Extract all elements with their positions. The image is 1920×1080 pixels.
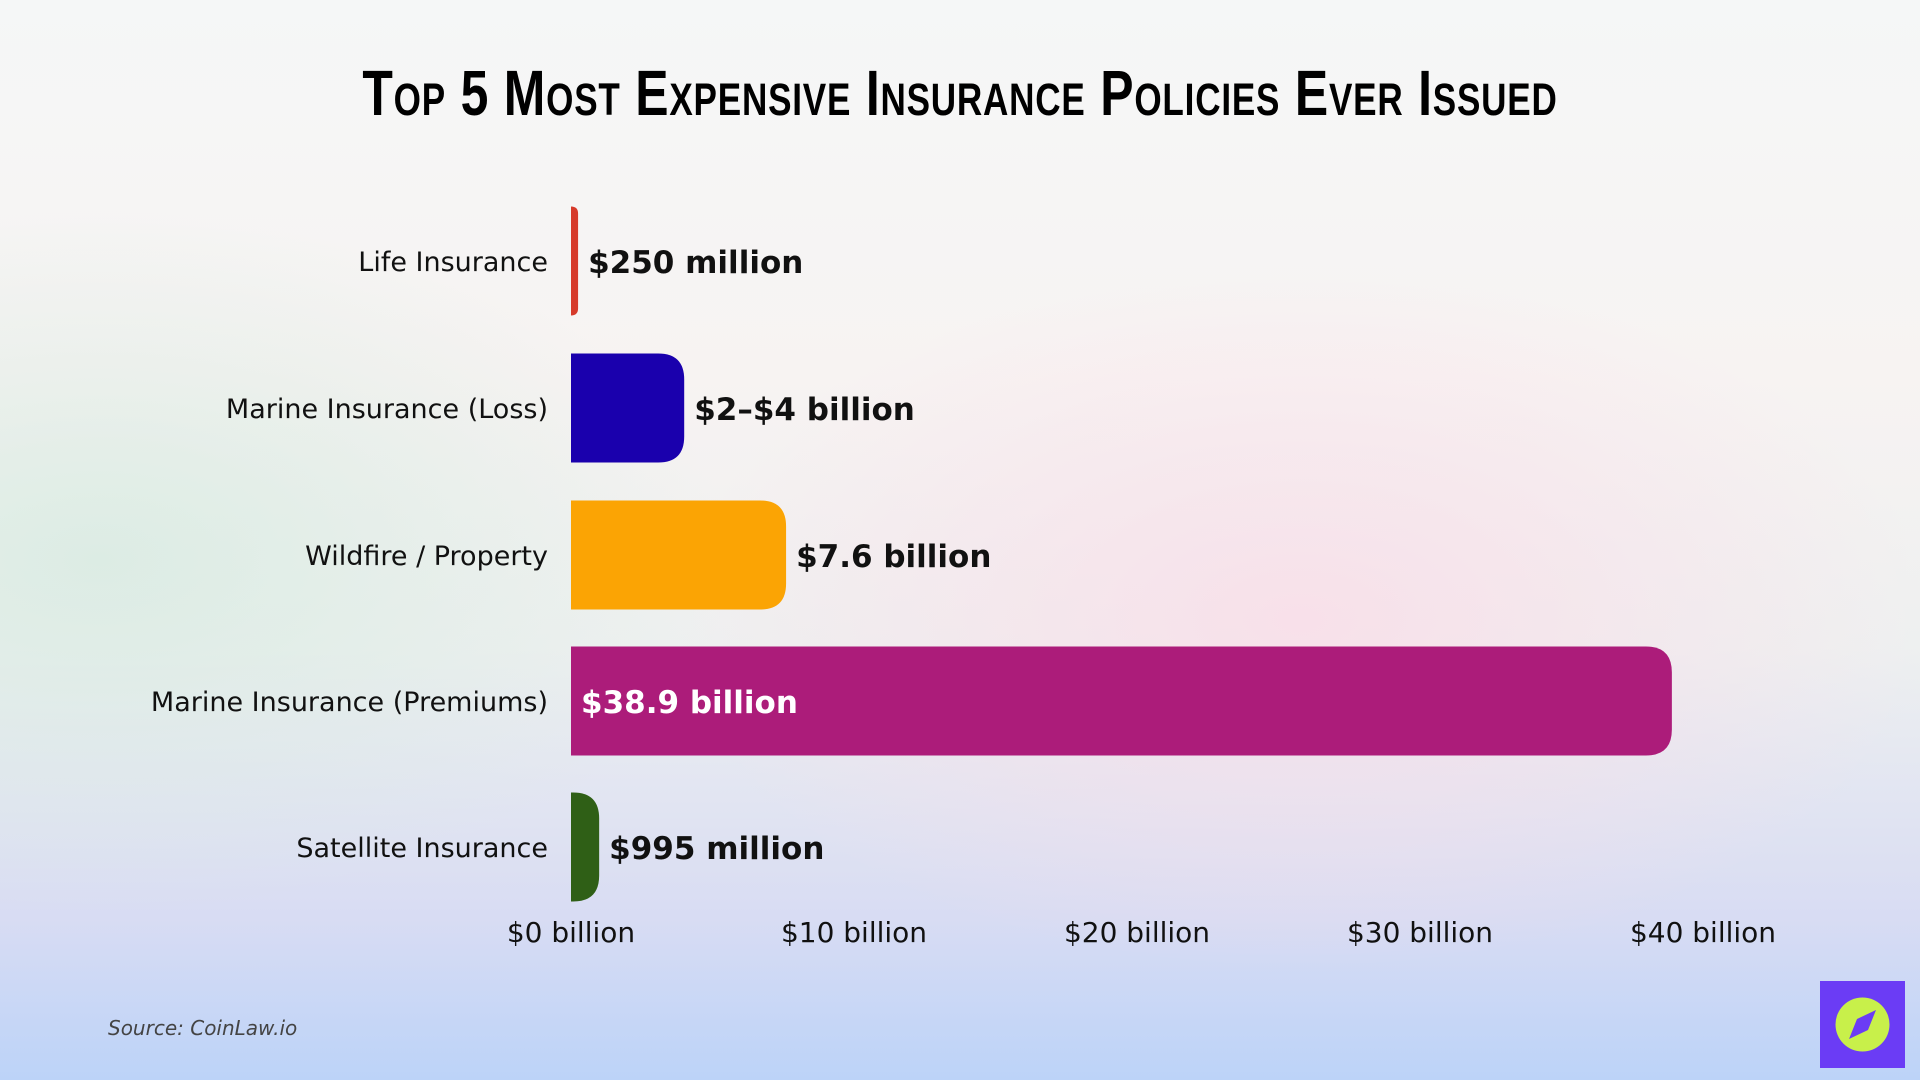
x-tick-label: $0 billion: [507, 916, 635, 949]
bar: [571, 353, 685, 463]
x-tick-label: $20 billion: [1064, 916, 1210, 949]
category-label: Wildfire / Property: [305, 541, 548, 572]
logo: [1820, 981, 1905, 1068]
x-tick-label: $10 billion: [781, 916, 927, 949]
category-label: Marine Insurance (Loss): [226, 394, 548, 425]
data-label: $250 million: [588, 245, 803, 281]
bar: [571, 500, 787, 610]
category-label: Life Insurance: [358, 247, 548, 278]
bar: [571, 206, 579, 316]
data-label: $2–$4 billion: [694, 392, 915, 428]
x-tick-label: $30 billion: [1347, 916, 1493, 949]
bar: [571, 646, 1672, 756]
category-label: Satellite Insurance: [296, 833, 548, 864]
category-label: Marine Insurance (Premiums): [151, 687, 548, 718]
bar: [571, 792, 600, 902]
data-label: $7.6 billion: [796, 539, 991, 575]
data-label: $995 million: [609, 831, 824, 867]
source-note: Source: CoinLaw.io: [108, 1016, 298, 1040]
x-tick-label: $40 billion: [1630, 916, 1776, 949]
data-label: $38.9 billion: [581, 685, 798, 721]
compass-icon: [1835, 997, 1890, 1052]
chart-title: Top 5 Most Expensive Insurance Policies …: [362, 57, 1558, 129]
